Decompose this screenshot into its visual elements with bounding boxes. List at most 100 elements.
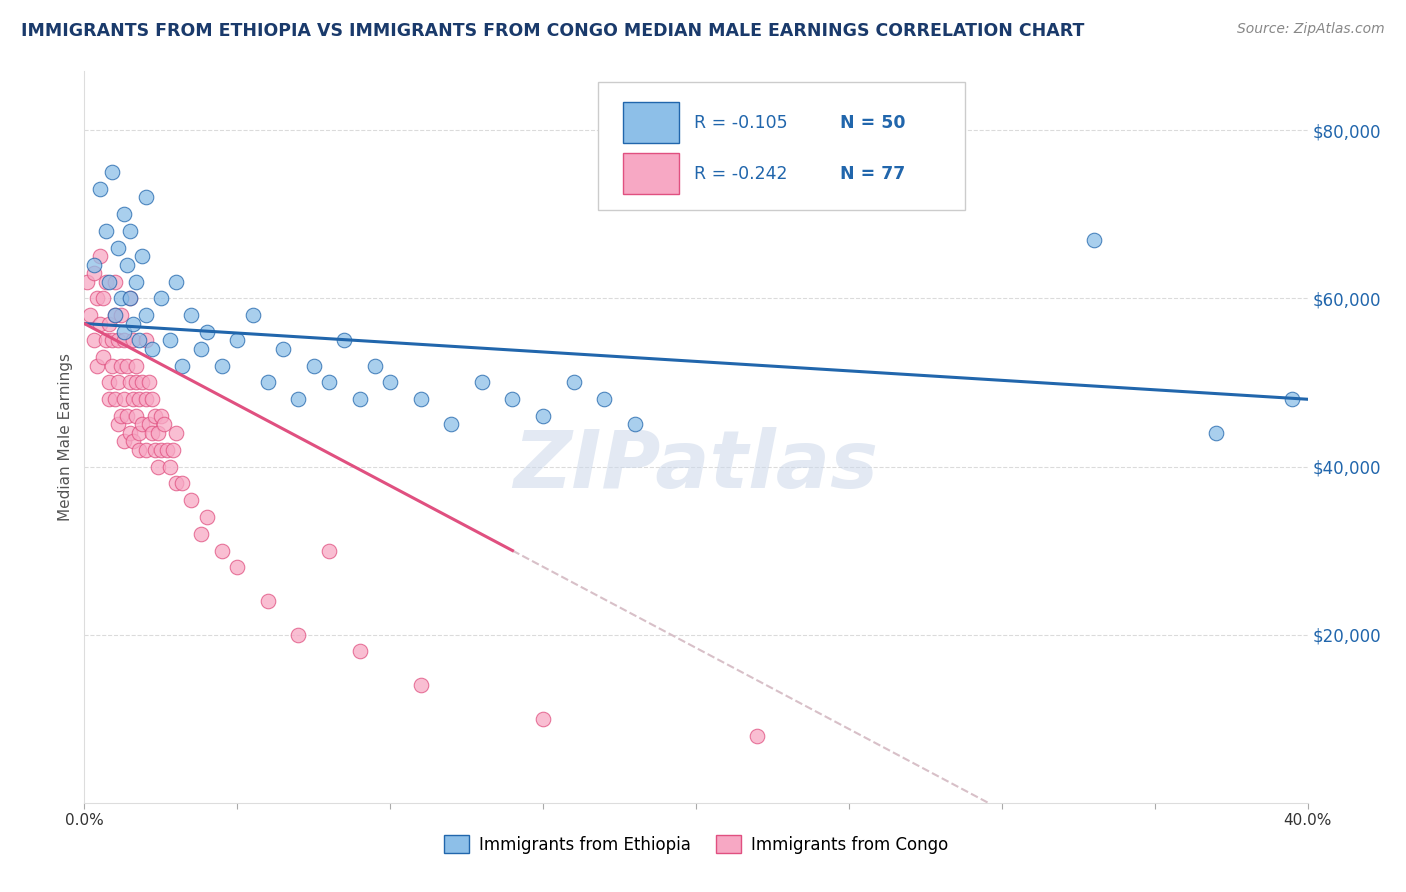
Point <box>97 376 120 390</box>
Point <box>131 249 153 263</box>
Text: N = 77: N = 77 <box>841 165 905 183</box>
Point <box>110 308 132 322</box>
Point <box>104 392 127 407</box>
Point <box>128 442 150 457</box>
Point <box>318 376 340 390</box>
Point <box>83 266 105 280</box>
Point <box>120 425 142 440</box>
Point <box>94 334 117 348</box>
Point <box>172 359 194 373</box>
Point <box>287 392 309 407</box>
Point <box>101 165 124 179</box>
Point <box>593 392 616 407</box>
Point <box>165 476 187 491</box>
Point <box>409 392 432 407</box>
Point <box>211 543 233 558</box>
Point <box>89 249 111 263</box>
Point <box>83 258 105 272</box>
Point <box>135 442 157 457</box>
Point <box>153 417 176 432</box>
Point <box>146 425 169 440</box>
Point <box>180 308 202 322</box>
Point <box>120 376 142 390</box>
Point <box>380 376 402 390</box>
Point <box>89 317 111 331</box>
Point <box>190 342 212 356</box>
Point <box>91 291 114 305</box>
Point <box>149 291 172 305</box>
Point <box>128 425 150 440</box>
Point <box>172 476 194 491</box>
Point <box>747 729 769 743</box>
Point <box>138 376 160 390</box>
Point <box>502 392 524 407</box>
Point <box>138 417 160 432</box>
Point <box>562 376 585 390</box>
Point <box>125 376 148 390</box>
Point <box>110 291 132 305</box>
Point <box>141 342 163 356</box>
Point <box>471 376 494 390</box>
Point <box>162 442 184 457</box>
Point <box>271 342 294 356</box>
Point <box>141 392 163 407</box>
Point <box>349 644 371 658</box>
FancyBboxPatch shape <box>598 82 965 211</box>
Point <box>135 392 157 407</box>
Point <box>440 417 463 432</box>
Point <box>101 334 124 348</box>
Legend: Immigrants from Ethiopia, Immigrants from Congo: Immigrants from Ethiopia, Immigrants fro… <box>437 829 955 860</box>
Point <box>143 409 166 423</box>
Text: ZIPatlas: ZIPatlas <box>513 427 879 506</box>
Point <box>112 325 135 339</box>
Point <box>107 334 129 348</box>
Point <box>131 417 153 432</box>
Point <box>159 459 181 474</box>
Point <box>226 334 249 348</box>
Point <box>1281 392 1303 407</box>
Point <box>195 325 218 339</box>
Point <box>112 334 135 348</box>
Point <box>112 392 135 407</box>
Point <box>125 359 148 373</box>
Point <box>1083 233 1105 247</box>
Point <box>131 376 153 390</box>
Point <box>122 392 145 407</box>
Text: R = -0.242: R = -0.242 <box>693 165 787 183</box>
Point <box>156 442 179 457</box>
Point <box>349 392 371 407</box>
Point <box>107 241 129 255</box>
Point <box>125 409 148 423</box>
Point <box>211 359 233 373</box>
Text: IMMIGRANTS FROM ETHIOPIA VS IMMIGRANTS FROM CONGO MEDIAN MALE EARNINGS CORRELATI: IMMIGRANTS FROM ETHIOPIA VS IMMIGRANTS F… <box>21 22 1084 40</box>
Point <box>1205 425 1227 440</box>
Point <box>101 359 124 373</box>
Point <box>287 627 309 641</box>
Text: N = 50: N = 50 <box>841 113 905 131</box>
Point <box>128 334 150 348</box>
Point <box>115 409 138 423</box>
Point <box>120 224 142 238</box>
Point <box>122 334 145 348</box>
Point <box>190 526 212 541</box>
Point <box>333 334 356 348</box>
Text: Source: ZipAtlas.com: Source: ZipAtlas.com <box>1237 22 1385 37</box>
Point <box>94 224 117 238</box>
Point <box>104 308 127 322</box>
Point <box>531 409 554 423</box>
Point <box>97 317 120 331</box>
Y-axis label: Median Male Earnings: Median Male Earnings <box>58 353 73 521</box>
Point <box>165 425 187 440</box>
Point <box>257 594 280 608</box>
Point <box>115 258 138 272</box>
Point <box>135 334 157 348</box>
Point <box>86 291 108 305</box>
Point <box>180 493 202 508</box>
Point <box>143 442 166 457</box>
Point <box>112 207 135 221</box>
Point <box>624 417 647 432</box>
Point <box>159 334 181 348</box>
Point <box>97 275 120 289</box>
Point <box>165 275 187 289</box>
Point <box>97 392 120 407</box>
